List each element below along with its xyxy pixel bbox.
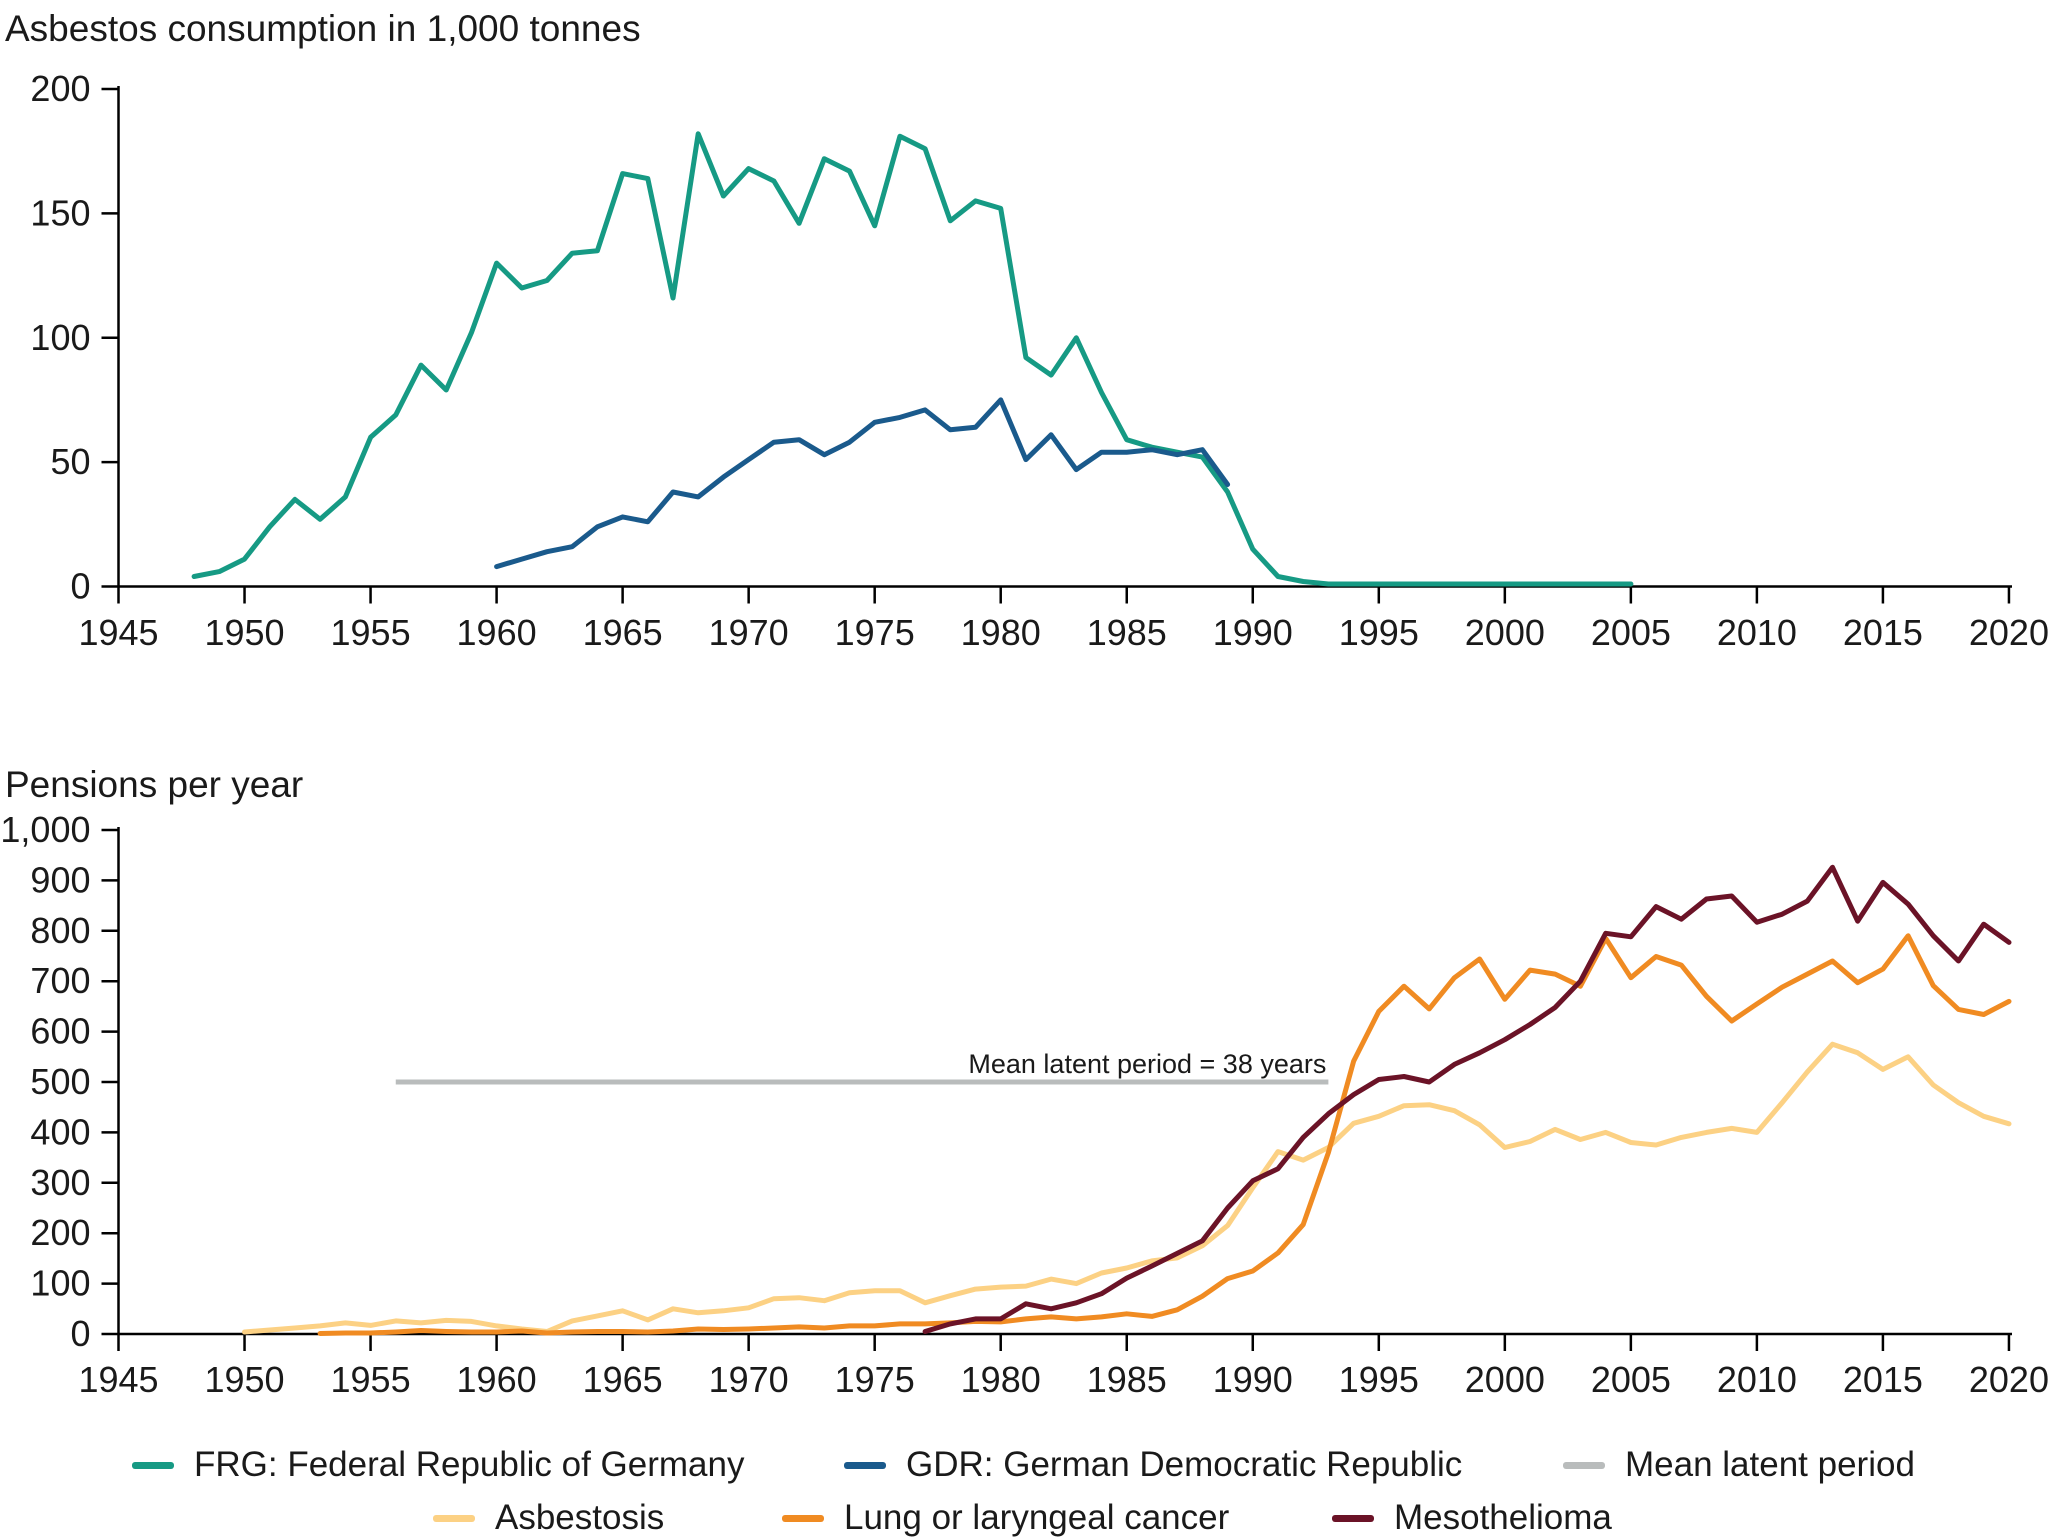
x-tick-label: 1995 xyxy=(1339,1359,1419,1400)
y-tick-label: 100 xyxy=(30,1263,90,1304)
x-tick-label: 2020 xyxy=(1969,1359,2048,1400)
x-tick-label: 1955 xyxy=(331,612,411,653)
legend-swatch-asbestosis xyxy=(433,1514,475,1522)
x-tick-label: 2020 xyxy=(1969,612,2048,653)
legend-label-lung-cancer: Lung or laryngeal cancer xyxy=(844,1498,1230,1537)
x-tick-label: 1950 xyxy=(204,612,284,653)
legend-swatch-frg xyxy=(132,1461,174,1469)
x-tick-label: 1945 xyxy=(78,612,158,653)
y-tick-label: 700 xyxy=(30,960,90,1001)
legend-swatch-lung-cancer xyxy=(782,1514,824,1522)
chart-top: 1945 1950 1955 1960 1965 1970 1975 1980 1985 1990… xyxy=(30,68,2048,653)
x-tick-label: 1990 xyxy=(1213,1359,1293,1400)
x-tick-label: 1990 xyxy=(1213,612,1293,653)
mean-latent-period-label: Mean latent period = 38 years xyxy=(968,1049,1326,1079)
x-tick-label: 1945 xyxy=(78,1359,158,1400)
x-tick-label: 1960 xyxy=(457,612,537,653)
legend-label-frg: FRG: Federal Republic of Germany xyxy=(194,1445,745,1484)
legend-swatch-mean-latent-period xyxy=(1563,1461,1605,1469)
x-tick-label: 1965 xyxy=(583,1359,663,1400)
legend-label-mesothelioma: Mesothelioma xyxy=(1394,1498,1612,1537)
y-tick-label: 50 xyxy=(50,441,90,482)
x-tick-label: 1970 xyxy=(709,612,789,653)
y-tick-label: 300 xyxy=(30,1162,90,1203)
chart-bottom: 1945 1950 1955 1960 1965 1970 1975 1980 1985 1990… xyxy=(0,809,2048,1400)
y-tick-label: 900 xyxy=(30,859,90,900)
x-tick-label: 1950 xyxy=(204,1359,284,1400)
top-chart-title: Asbestos consumption in 1,000 tonnes xyxy=(5,8,641,49)
legend-item-gdr: GDR: German Democratic Republic xyxy=(844,1445,1462,1485)
y-tick-label: 400 xyxy=(30,1111,90,1152)
x-tick-label: 2010 xyxy=(1717,612,1797,653)
gdr-line xyxy=(494,397,1231,570)
y-tick-label: 600 xyxy=(30,1011,90,1052)
y-tick-label: 800 xyxy=(30,910,90,951)
y-tick-label: 100 xyxy=(30,317,90,358)
x-tick-label: 1985 xyxy=(1087,612,1167,653)
legend-item-asbestosis: Asbestosis xyxy=(433,1498,664,1538)
x-tick-label: 1980 xyxy=(961,1359,1041,1400)
x-tick-label: 1960 xyxy=(457,1359,537,1400)
x-tick-label: 1955 xyxy=(331,1359,411,1400)
legend-label-asbestosis: Asbestosis xyxy=(495,1498,665,1537)
lung-or-laryngeal-cancer-line xyxy=(317,933,2012,1336)
y-tick-label: 200 xyxy=(30,1212,90,1253)
x-tick-label: 1995 xyxy=(1339,612,1419,653)
asbestosis-line xyxy=(242,1041,2012,1335)
legend-item-frg: FRG: Federal Republic of Germany xyxy=(132,1445,744,1485)
legend-item-lung-cancer: Lung or laryngeal cancer xyxy=(782,1498,1229,1538)
x-tick-label: 2005 xyxy=(1591,1359,1671,1400)
x-tick-label: 2015 xyxy=(1843,1359,1923,1400)
x-tick-label: 1980 xyxy=(961,612,1041,653)
frg-line xyxy=(191,131,1634,587)
x-tick-label: 1965 xyxy=(583,612,663,653)
legend-item-mean-latent-period: Mean latent period xyxy=(1563,1445,1915,1485)
x-tick-label: 2010 xyxy=(1717,1359,1797,1400)
x-tick-label: 2015 xyxy=(1843,612,1923,653)
x-tick-label: 1975 xyxy=(835,1359,915,1400)
bottom-chart-title: Pensions per year xyxy=(5,764,304,805)
x-tick-label: 1970 xyxy=(709,1359,789,1400)
legend-label-gdr: GDR: German Democratic Republic xyxy=(906,1445,1463,1484)
legend-swatch-mesothelioma xyxy=(1332,1514,1374,1522)
y-tick-label: 500 xyxy=(30,1061,90,1102)
y-tick-label: 150 xyxy=(30,192,90,233)
legend-item-mesothelioma: Mesothelioma xyxy=(1332,1498,1612,1538)
x-tick-label: 1985 xyxy=(1087,1359,1167,1400)
x-tick-label: 1975 xyxy=(835,612,915,653)
mesothelioma-line xyxy=(922,864,2012,1334)
y-tick-label: 0 xyxy=(70,566,90,607)
y-tick-label: 200 xyxy=(30,68,90,109)
legend-swatch-gdr xyxy=(844,1461,886,1469)
legend-label-mean-latent-period: Mean latent period xyxy=(1625,1445,1915,1484)
x-tick-label: 2000 xyxy=(1465,612,1545,653)
x-tick-label: 2000 xyxy=(1465,1359,1545,1400)
x-tick-label: 2005 xyxy=(1591,612,1671,653)
y-tick-label: 1,000 xyxy=(0,809,90,850)
y-tick-label: 0 xyxy=(70,1313,90,1354)
